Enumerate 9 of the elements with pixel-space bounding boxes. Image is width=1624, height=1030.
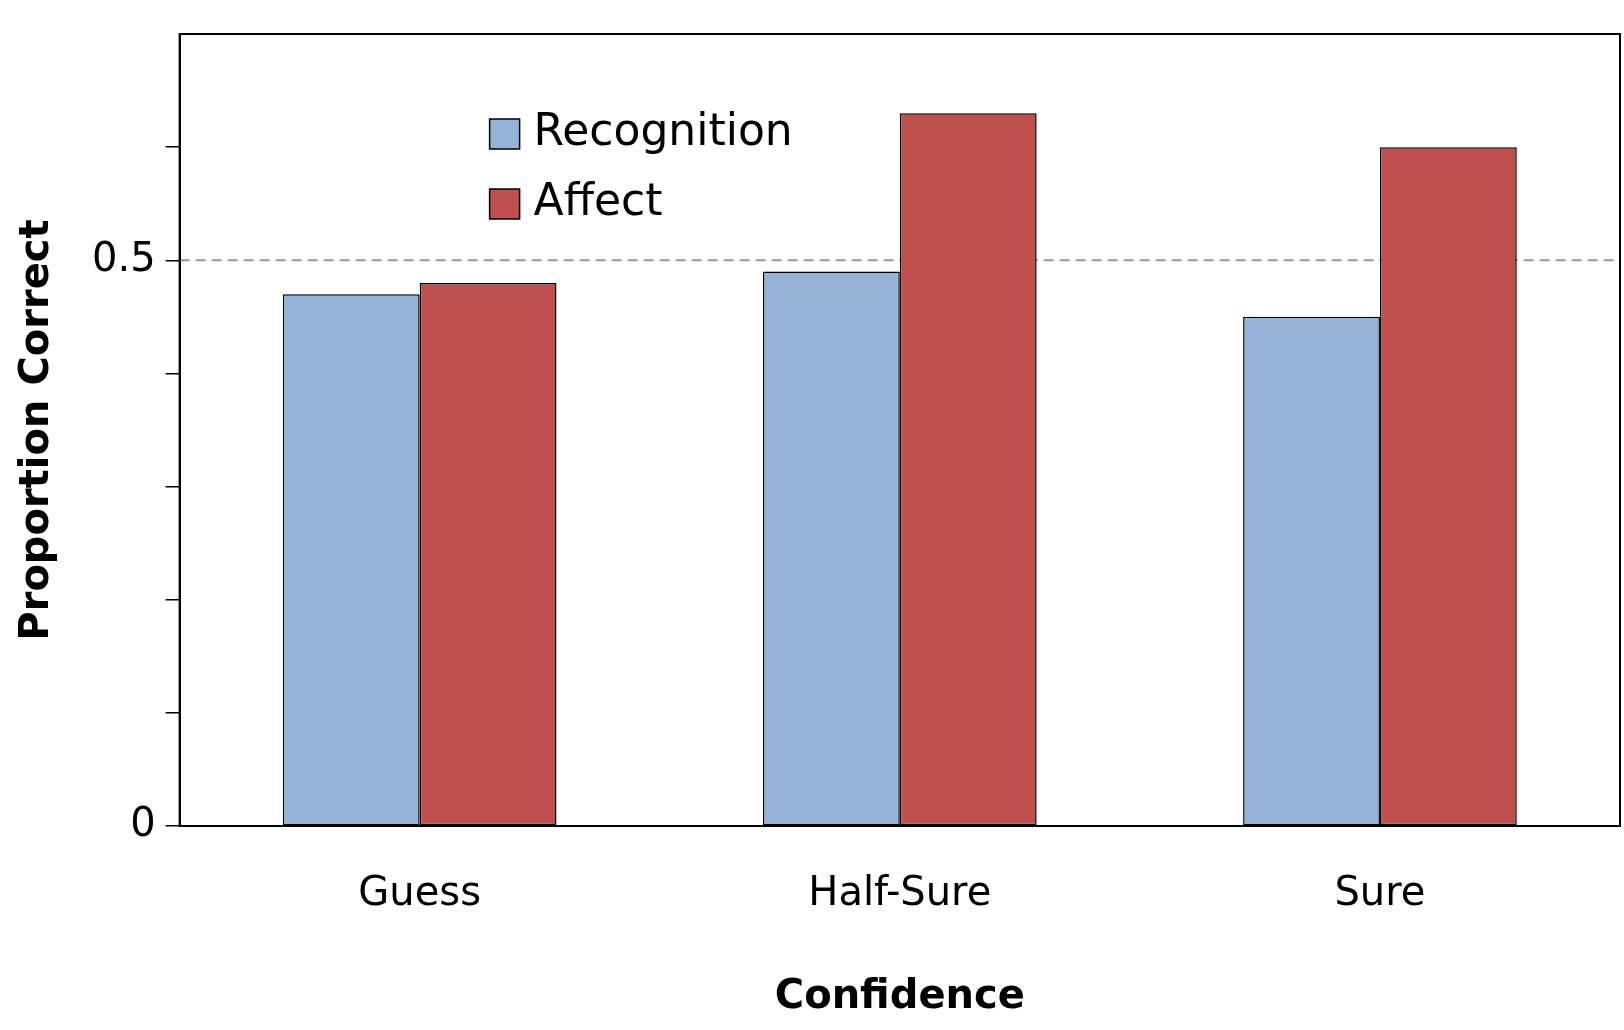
legend-label: Recognition	[533, 104, 793, 156]
legend-label: Affect	[533, 174, 663, 226]
y-tick-label: 0	[130, 799, 156, 846]
x-axis-title: Confidence	[774, 971, 1025, 1018]
x-tick-label: Sure	[1334, 868, 1426, 915]
x-tick-label: Half-Sure	[808, 868, 992, 915]
x-tick-label: Guess	[358, 868, 481, 915]
y-tick-label: 0.5	[91, 233, 156, 280]
y-axis-title: Proportion Correct	[11, 219, 58, 641]
